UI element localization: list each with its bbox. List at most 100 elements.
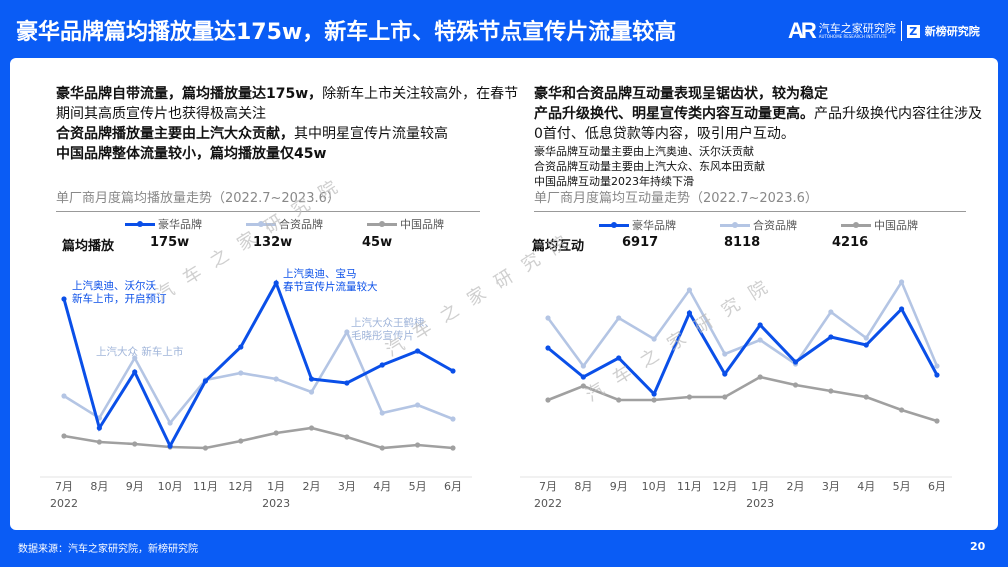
left-line-chart: 7月 8月 9月 10月 11月 12月 1月 2月 3月 4月 5月 6月 2022 2023 xyxy=(40,279,472,510)
data-point xyxy=(61,296,67,302)
left-legend: 豪华品牌 合资品牌 中国品牌 xyxy=(125,216,444,232)
year-label: 2022 xyxy=(534,497,562,510)
data-point xyxy=(580,374,586,380)
data-point xyxy=(132,369,138,375)
data-point xyxy=(722,394,728,400)
right-kpi-luxury: 6917 xyxy=(622,235,659,250)
data-point xyxy=(273,280,279,286)
x-tick-label: 8月 xyxy=(90,480,108,493)
x-tick-label: 4月 xyxy=(373,480,391,493)
data-point xyxy=(899,279,905,285)
x-tick-label: 12月 xyxy=(228,480,253,493)
data-point xyxy=(238,438,244,444)
legend-luxury: 豪华品牌 xyxy=(125,216,202,232)
left-kpi-label: 篇均播放 xyxy=(62,239,115,254)
content-card xyxy=(10,58,998,530)
right-kpi-label: 篇均互动 xyxy=(532,239,585,254)
data-point xyxy=(899,407,905,413)
logo: AR 汽车之家研究院 AUTOHOME RESEARCH INSTITUTE Z… xyxy=(788,18,980,44)
x-tick-label: 11月 xyxy=(677,480,702,493)
x-tick-label: 4月 xyxy=(857,480,875,493)
legend-joint: 合资品牌 xyxy=(720,217,797,233)
x-tick-label: 6月 xyxy=(928,480,946,493)
x-tick-label: 8月 xyxy=(574,480,592,493)
data-point xyxy=(308,425,315,431)
data-point xyxy=(132,355,138,361)
series-line-2 xyxy=(63,426,454,450)
annotation-svw-launch: 上汽大众 新车上市 xyxy=(96,346,184,358)
data-point xyxy=(167,443,173,449)
data-point xyxy=(450,416,456,422)
x-tick-label: 3月 xyxy=(338,480,356,493)
right-legend: 豪华品牌 合资品牌 中国品牌 xyxy=(599,217,918,233)
annotation-audi-volvo: 上汽奥迪、沃尔沃 新车上市，开启预订 xyxy=(72,280,167,305)
right-line-chart: 7月 8月 9月 10月 11月 12月 1月 2月 3月 4月 5月 6月 2022 2023 xyxy=(520,279,952,510)
right-summary: 豪华和合资品牌互动量表现呈锯齿状，较为稳定 产品升级换代、明星宣传类内容互动量更… xyxy=(534,86,982,188)
right-kpi-chinese: 4216 xyxy=(832,235,869,250)
data-point xyxy=(616,315,622,321)
data-point xyxy=(828,309,834,315)
data-point xyxy=(580,383,586,389)
data-point xyxy=(580,363,586,369)
logo-autohome-sub: AUTOHOME RESEARCH INSTITUTE xyxy=(818,33,887,39)
data-point xyxy=(651,336,657,342)
series-line-0 xyxy=(547,306,939,397)
data-point xyxy=(238,370,244,376)
data-point xyxy=(863,342,869,348)
data-point xyxy=(651,391,657,397)
x-tick-label: 7月 xyxy=(539,480,557,493)
data-point xyxy=(722,371,728,377)
left-kpi-chinese: 45w xyxy=(362,235,393,250)
legend-luxury: 豪华品牌 xyxy=(599,217,676,233)
data-point xyxy=(686,394,693,400)
data-point xyxy=(616,355,622,361)
x-tick-label: 10月 xyxy=(158,480,183,493)
data-point xyxy=(686,287,693,293)
page-title: 豪华品牌篇均播放量达175w，新车上市、特殊节点宣传片流量较高 xyxy=(16,20,677,45)
data-point xyxy=(273,376,279,382)
data-point xyxy=(934,418,940,424)
data-point xyxy=(863,335,869,341)
series-line-0 xyxy=(62,279,454,450)
legend-chinese: 中国品牌 xyxy=(841,217,918,233)
data-point xyxy=(616,397,622,403)
left-kpi-luxury: 175w xyxy=(150,235,190,250)
left-kpi-joint: 132w xyxy=(253,235,293,250)
data-point xyxy=(757,322,763,328)
legend-chinese: 中国品牌 xyxy=(367,216,444,232)
data-point xyxy=(757,337,763,343)
annotation-svw-celebrity: 上汽大众王鹤棣、 毛晓彤宣传片 xyxy=(351,317,435,342)
legend-joint: 合资品牌 xyxy=(246,216,323,232)
left-chart-title: 单厂商月度篇均播放量走势（2022.7~2023.6） xyxy=(56,191,340,206)
x-tick-label: 9月 xyxy=(610,480,628,493)
data-point xyxy=(96,425,102,431)
x-tick-label: 10月 xyxy=(642,480,667,493)
data-point xyxy=(757,374,763,380)
data-point xyxy=(379,410,385,416)
data-source: 数据来源：汽车之家研究院，新榜研究院 xyxy=(18,544,198,555)
right-chart-title: 单厂商月度篇均互动量走势（2022.7~2023.6） xyxy=(534,191,818,206)
data-point xyxy=(934,363,940,369)
data-point xyxy=(450,445,456,451)
data-point xyxy=(132,441,138,447)
x-tick-label: 3月 xyxy=(822,480,840,493)
x-tick-label: 1月 xyxy=(751,480,769,493)
data-point xyxy=(273,430,279,436)
year-label: 2022 xyxy=(50,497,78,510)
data-point xyxy=(651,397,657,403)
year-label: 2023 xyxy=(262,497,290,510)
x-tick-label: 1月 xyxy=(267,480,285,493)
page-number: 20 xyxy=(970,540,986,553)
x-tick-label: 7月 xyxy=(55,480,73,493)
data-point xyxy=(450,368,456,374)
xinbang-logo-icon: Z xyxy=(906,24,920,38)
data-point xyxy=(686,310,693,316)
data-point xyxy=(61,433,67,439)
x-tick-label: 12月 xyxy=(712,480,737,493)
data-point xyxy=(722,351,728,357)
data-point xyxy=(545,397,551,403)
data-point xyxy=(202,378,209,384)
annotation-spring-festival: 上汽奥迪、宝马 春节宣传片流量较大 xyxy=(283,268,378,293)
left-summary: 豪华品牌自带流量，篇均播放量达175w，除新车上市关注较高外，在春节期间其高质宣… xyxy=(56,86,519,162)
right-kpi-joint: 8118 xyxy=(724,235,761,250)
